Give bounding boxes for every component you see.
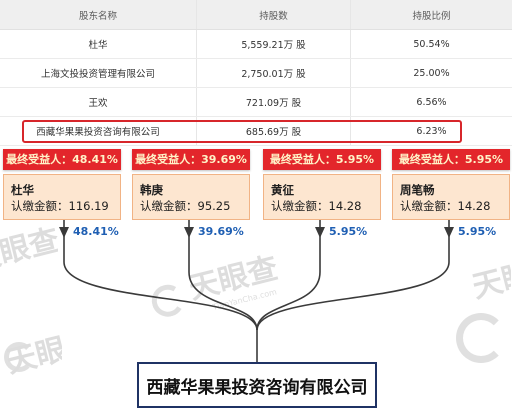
ultimate-beneficiary-badge: 最终受益人：5.95% [263, 149, 381, 170]
shares-held: 721.09万 股 [197, 88, 351, 116]
edge-line [188, 219, 258, 331]
beneficiary-card: 最终受益人：48.41% 杜华 认缴金额：116.19 [3, 149, 121, 220]
edge-line [256, 219, 321, 331]
subscribed-amount: 认缴金额：14.28 [400, 198, 509, 214]
shareholding-ratio: 25.00% [413, 67, 450, 79]
edge-line [63, 219, 258, 331]
edge-lines [63, 219, 450, 362]
ultimate-beneficiary-label: 最终受益人： [398, 153, 465, 166]
table-row: 西藏华果果投资咨询有限公司 685.69万 股 6.23% [0, 117, 512, 146]
beneficiary-name: 周笔畅 [400, 183, 435, 197]
beneficiary-share: 5.95% [335, 153, 375, 166]
shares-held: 2,750.01万 股 [197, 59, 351, 87]
shareholder-name: 杜华 [0, 30, 197, 58]
column-header-shares-held: 持股数 [197, 0, 351, 29]
table-header-row: 股东名称 持股数 持股比例 [0, 0, 512, 30]
arrow-down-icon [444, 227, 454, 238]
ultimate-beneficiary-label: 最终受益人： [135, 153, 202, 166]
arrow-down-icon [59, 227, 69, 238]
beneficiary-info: 韩庚 认缴金额：95.25 [132, 174, 250, 220]
beneficiary-info: 杜华 认缴金额：116.19 [3, 174, 121, 220]
edge-share-label: 48.41% [73, 225, 119, 238]
beneficiary-share: 5.95% [464, 153, 504, 166]
table-row: 杜华 5,559.21万 股 50.54% [0, 30, 512, 59]
target-company-name: 西藏华果果投资咨询有限公司 [146, 377, 368, 398]
ultimate-beneficiary-badge: 最终受益人：39.69% [132, 149, 250, 170]
ultimate-beneficiary-badge: 最终受益人：48.41% [3, 149, 121, 170]
subscribed-amount-value: 14.28 [457, 199, 491, 213]
beneficiary-card: 最终受益人：39.69% 韩庚 认缴金额：95.25 [132, 149, 250, 220]
subscribed-amount-value: 14.28 [328, 199, 362, 213]
edge-share-label: 5.95% [458, 225, 497, 238]
column-header-shareholding-ratio: 持股比例 [412, 10, 451, 22]
beneficiary-info: 周笔畅 认缴金额：14.28 [392, 174, 510, 220]
shareholding-ratio: 50.54% [413, 38, 450, 50]
beneficiary-name: 黄征 [271, 183, 294, 197]
subscribed-amount-value: 116.19 [68, 199, 109, 213]
ultimate-beneficiary-label: 最终受益人： [6, 153, 73, 166]
beneficiary-name: 杜华 [11, 183, 34, 197]
edge-line [256, 219, 450, 331]
highlight-box [22, 120, 462, 143]
beneficiary-info: 黄征 认缴金额：14.28 [263, 174, 381, 220]
beneficiary-card: 最终受益人：5.95% 黄征 认缴金额：14.28 [263, 149, 381, 220]
ultimate-beneficiary-label: 最终受益人： [269, 153, 336, 166]
shareholder-name: 王欢 [0, 88, 197, 116]
shareholder-table: 股东名称 持股数 持股比例 杜华 5,559.21万 股 50.54% 上海文投… [0, 0, 512, 146]
beneficiary-share: 39.69% [201, 153, 247, 166]
shareholder-name: 上海文投投资管理有限公司 [0, 59, 197, 87]
subscribed-amount: 认缴金额：116.19 [11, 198, 120, 214]
shareholding-ratio: 6.56% [416, 96, 447, 108]
edge-share-label: 5.95% [329, 225, 368, 238]
arrow-down-icon [184, 227, 194, 238]
column-header-shareholder-name: 股东名称 [0, 0, 197, 29]
ultimate-beneficiary-badge: 最终受益人：5.95% [392, 149, 510, 170]
subscribed-amount-label: 认缴金额： [11, 199, 69, 213]
subscribed-amount: 认缴金额：95.25 [140, 198, 249, 214]
subscribed-amount-label: 认缴金额： [271, 199, 329, 213]
table-row: 上海文投投资管理有限公司 2,750.01万 股 25.00% [0, 59, 512, 88]
shares-held: 685.69万 股 [197, 117, 351, 145]
table-row: 王欢 721.09万 股 6.56% [0, 88, 512, 117]
beneficiary-share: 48.41% [72, 153, 118, 166]
subscribed-amount: 认缴金额：14.28 [271, 198, 380, 214]
subscribed-amount-value: 95.25 [197, 199, 231, 213]
beneficiary-name: 韩庚 [140, 183, 163, 197]
beneficiary-card: 最终受益人：5.95% 周笔畅 认缴金额：14.28 [392, 149, 510, 220]
arrow-down-icon [315, 227, 325, 238]
shareholding-ratio: 6.23% [416, 125, 447, 137]
shares-held: 5,559.21万 股 [197, 30, 351, 58]
edge-share-label: 39.69% [198, 225, 244, 238]
subscribed-amount-label: 认缴金额： [140, 199, 198, 213]
subscribed-amount-label: 认缴金额： [400, 199, 458, 213]
target-company-box: 西藏华果果投资咨询有限公司 [137, 362, 377, 408]
shareholder-name: 西藏华果果投资咨询有限公司 [0, 117, 197, 145]
